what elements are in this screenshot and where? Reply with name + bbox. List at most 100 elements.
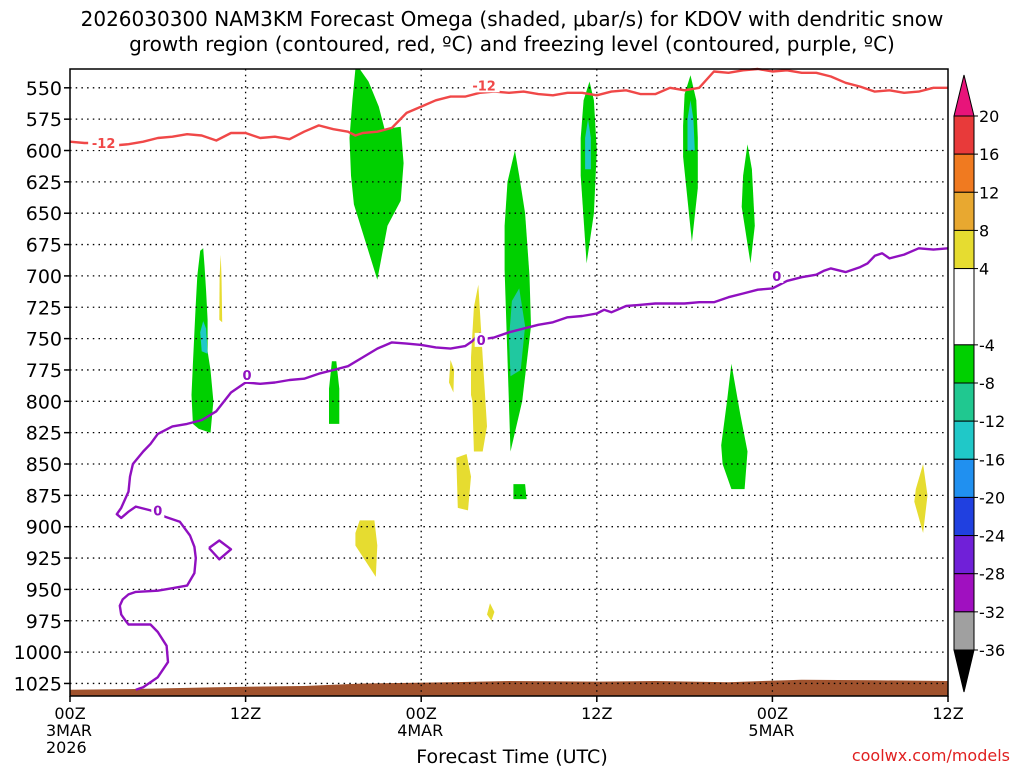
x-date-label-0: 3MAR xyxy=(46,721,92,740)
y-tick-label-1000: 1000 xyxy=(14,642,62,664)
omega-region-4 xyxy=(349,69,404,280)
chart-title-line2: growth region (contoured, red, ºC) and f… xyxy=(129,32,895,56)
colorbar-bottom-arrow xyxy=(953,649,975,693)
omega-region-9 xyxy=(487,603,495,621)
y-tick-label-925: 925 xyxy=(26,548,62,570)
colorbar: 20 16 12 8 4 -4 -8 -12 -16 -20 -24 -28 -32 -36 xyxy=(953,74,1005,693)
y-tick-label-775: 775 xyxy=(26,360,62,382)
colorbar-label-12: 12 xyxy=(979,183,999,202)
x-tick-label-48: 00Z xyxy=(757,704,788,723)
omega-region-6 xyxy=(449,359,455,393)
x-year-label-0: 2026 xyxy=(46,738,87,757)
omega-region-5 xyxy=(355,520,378,577)
colorbar-label-20: 20 xyxy=(979,107,999,126)
y-tick-label-625: 625 xyxy=(26,172,62,194)
x-axis-label: Forecast Time (UTC) xyxy=(416,746,608,768)
omega-region-1 xyxy=(200,321,208,354)
freezing-level-0-label-bg-0 xyxy=(240,367,254,382)
omega-region-19 xyxy=(914,464,928,533)
x-tick-label-24: 00Z xyxy=(406,704,437,723)
contour-layer: -12 -12 0 0 0 0 xyxy=(69,67,949,691)
colorbar-band-4-8 xyxy=(953,229,975,270)
freezing-level-0-label-1: 0 xyxy=(153,504,162,519)
dgz-minus12-label-bg-1 xyxy=(468,78,500,93)
colorbar-band--24--20 xyxy=(953,496,975,537)
colorbar-band--36--32 xyxy=(953,611,975,651)
colorbar-band--12--8 xyxy=(953,382,975,422)
omega-region-7 xyxy=(471,284,487,452)
y-tick-label-725: 725 xyxy=(26,297,62,319)
omega-region-15 xyxy=(683,75,698,243)
colorbar-label--24: -24 xyxy=(979,527,1005,546)
omega-region-11 xyxy=(509,288,526,377)
freezing-level-0-label-3: 0 xyxy=(772,270,781,285)
terrain-layer xyxy=(70,679,948,696)
omega-region-16 xyxy=(687,100,695,151)
y-tick-label-600: 600 xyxy=(26,141,62,163)
y-tick-label-550: 550 xyxy=(26,78,62,100)
y-tick-label-750: 750 xyxy=(26,329,62,351)
freezing-level-0-label-bg-3 xyxy=(770,268,784,283)
colorbar-band-8-12 xyxy=(953,191,975,231)
colorbar-label-4: 4 xyxy=(979,260,989,279)
y-tick-label-975: 975 xyxy=(26,611,62,633)
colorbar-top-arrow xyxy=(953,74,975,117)
omega-region-13 xyxy=(580,81,597,264)
x-tick-label-60: 12Z xyxy=(932,704,963,723)
y-tick-label-675: 675 xyxy=(26,235,62,257)
dgz-minus12-line xyxy=(69,67,948,147)
y-tick-label-575: 575 xyxy=(26,109,62,131)
colorbar-band--20--16 xyxy=(953,458,975,498)
colorbar-label--32: -32 xyxy=(979,603,1005,622)
x-date-label-48: 5MAR xyxy=(748,721,794,740)
omega-region-12 xyxy=(513,484,527,500)
y-tick-label-700: 700 xyxy=(26,266,62,288)
plot-frame xyxy=(69,68,949,697)
freezing-level-0-label-0: 0 xyxy=(243,369,252,384)
grid-lines xyxy=(70,69,948,696)
x-tick-label-12: 12Z xyxy=(230,704,261,723)
plot-border xyxy=(69,68,949,697)
x-tick-label-0: 00Z xyxy=(54,704,85,723)
colorbar-label--28: -28 xyxy=(979,565,1005,584)
colorbar-band-12-16 xyxy=(953,153,975,193)
y-tick-label-1025: 1025 xyxy=(14,673,62,695)
y-tick-label-950: 950 xyxy=(26,579,62,601)
y-tick-label-825: 825 xyxy=(26,423,62,445)
colorbar-band--8--4 xyxy=(953,344,975,384)
freezing-level-0-label-bg-2 xyxy=(474,332,488,347)
freezing-level-0-line xyxy=(115,247,949,691)
chart-title-line1: 2026030300 NAM3KM Forecast Omega (shaded… xyxy=(80,7,944,31)
omega-region-14 xyxy=(585,119,591,170)
colorbar-band--32--28 xyxy=(953,573,975,613)
dgz-minus12-label-bg-0 xyxy=(88,135,120,150)
y-tick-label-900: 900 xyxy=(26,517,62,539)
y-tick-label-800: 800 xyxy=(26,391,62,413)
colorbar-label--12: -12 xyxy=(979,412,1005,431)
colorbar-label--16: -16 xyxy=(979,450,1005,469)
colorbar-label--36: -36 xyxy=(979,641,1005,660)
x-tick-label-36: 12Z xyxy=(581,704,612,723)
omega-region-18 xyxy=(721,363,748,490)
dgz-minus12-label-1: -12 xyxy=(472,79,496,94)
freezing-level-0-label-bg-1 xyxy=(151,503,165,518)
freezing-level-small-loop-line xyxy=(208,539,233,561)
colorbar-label--8: -8 xyxy=(979,374,995,393)
colorbar-band--4-4 xyxy=(953,268,975,346)
y-tick-label-875: 875 xyxy=(26,485,62,507)
omega-region-3 xyxy=(329,361,340,424)
freezing-level-0-label-2: 0 xyxy=(477,334,486,349)
omega-region-17 xyxy=(741,144,755,264)
dgz-minus12-label-0: -12 xyxy=(92,137,116,152)
credit-link[interactable]: coolwx.com/models xyxy=(851,746,1010,765)
y-tick-label-850: 850 xyxy=(26,454,62,476)
omega-region-2 xyxy=(219,254,223,323)
colorbar-label-16: 16 xyxy=(979,145,999,164)
colorbar-band--28--24 xyxy=(953,535,975,575)
colorbar-label-8: 8 xyxy=(979,221,989,240)
y-tick-label-650: 650 xyxy=(26,203,62,225)
colorbar-band-16-20 xyxy=(953,115,975,155)
omega-shading-layer xyxy=(191,69,928,621)
